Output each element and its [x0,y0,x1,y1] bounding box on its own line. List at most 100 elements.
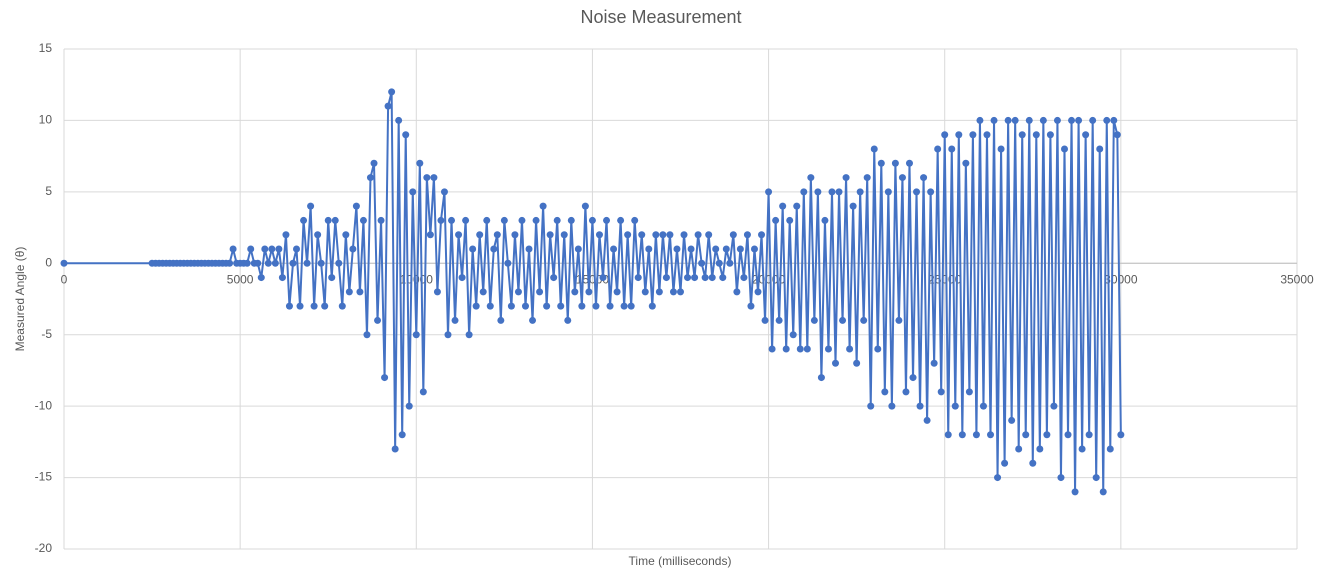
data-point [987,431,995,439]
y-tick-label: 5 [45,184,52,198]
data-point [846,345,854,353]
data-point [1039,116,1047,124]
y-tick-label: -10 [35,398,53,412]
data-point [381,374,389,382]
data-point [789,331,797,339]
data-point [677,288,684,296]
data-point [842,174,850,182]
data-point [979,402,987,410]
data-point [881,388,889,396]
data-point [1036,445,1044,453]
data-point [817,374,825,382]
data-point [366,174,374,182]
data-point [779,202,787,210]
x-tick-label: 5000 [227,272,254,286]
data-point [581,202,589,210]
data-point [490,245,498,253]
data-point [1011,116,1019,124]
data-point [469,245,477,253]
data-point [374,316,382,324]
data-point [532,216,540,224]
data-point [620,302,628,310]
data-point [433,288,441,296]
data-point [994,474,1002,482]
data-point [1064,431,1072,439]
data-point [458,274,466,282]
data-point [687,245,695,253]
data-point [1068,116,1076,124]
data-point [715,259,723,267]
data-point [863,174,871,182]
data-point [793,202,801,210]
data-point [553,216,561,224]
data-point [521,302,529,310]
data-point [1046,131,1054,139]
data-point [430,174,438,182]
data-point [289,259,297,267]
data-point [701,274,709,282]
data-point [504,259,512,267]
data-point [1008,416,1016,424]
data-point [648,302,656,310]
data-point [803,345,811,353]
y-tick-label: 10 [39,113,53,127]
data-point [476,231,484,239]
data-point [951,402,959,410]
data-point [335,259,343,267]
data-point [712,245,720,253]
data-point [990,116,998,124]
data-point [941,131,949,139]
data-point [955,131,963,139]
data-point [310,302,318,310]
data-point [1025,116,1033,124]
data-point [1075,116,1083,124]
data-point [377,216,385,224]
data-point [645,245,653,253]
data-point [543,302,551,310]
data-point [750,245,758,253]
data-point [423,174,431,182]
data-point [870,145,878,153]
data-point [786,216,794,224]
data-point [500,216,508,224]
data-point [810,316,818,324]
data-point [300,216,308,224]
data-point [247,245,255,253]
data-point [856,188,864,196]
data-point [839,316,847,324]
data-point [1032,131,1040,139]
data-point [536,288,544,296]
data-point [412,331,420,339]
data-point [321,302,329,310]
data-point [659,231,667,239]
data-point [867,402,875,410]
data-point [497,316,505,324]
data-point [557,302,565,310]
data-point [1089,116,1097,124]
data-point [853,359,861,367]
data-point [1050,402,1058,410]
y-tick-label: 0 [45,255,52,269]
data-point [821,216,829,224]
data-point [578,302,586,310]
data-point [226,259,234,267]
data-point [1099,488,1107,496]
data-point [673,245,681,253]
data-point [913,188,921,196]
y-tick-label: -5 [41,327,52,341]
data-point [627,302,635,310]
data-point [736,245,744,253]
data-point [472,302,480,310]
data-point [370,159,378,167]
data-point [934,145,942,153]
data-point [662,274,670,282]
data-point [680,231,688,239]
data-point [402,131,410,139]
data-point [303,259,311,267]
data-point [761,316,769,324]
data-point [930,359,938,367]
data-point [1110,116,1118,124]
data-point [1103,116,1111,124]
data-point [796,345,804,353]
